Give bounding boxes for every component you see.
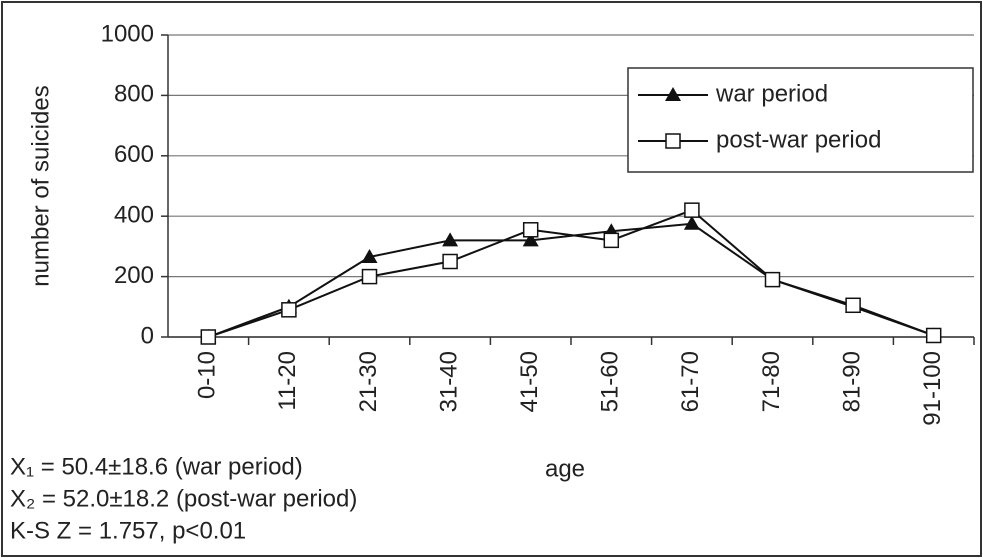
- marker: [684, 202, 700, 218]
- x-tick-label: 0-10: [194, 351, 221, 399]
- x-axis-label: age: [545, 455, 585, 482]
- x-tick-label: 41-50: [516, 351, 543, 412]
- marker: [845, 297, 861, 314]
- legend-label: war period: [715, 80, 828, 107]
- y-tick-label: 400: [114, 202, 154, 229]
- y-tick-label: 1000: [101, 20, 154, 47]
- series-line: [207, 209, 935, 338]
- marker: [361, 248, 378, 263]
- marker: [442, 253, 458, 270]
- x-tick-label: 91-100: [919, 351, 946, 426]
- x-tick-label: 11-20: [274, 351, 301, 411]
- x-tick-label: 51-60: [597, 351, 624, 412]
- marker: [522, 232, 539, 247]
- y-tick-label: 200: [114, 262, 154, 289]
- marker: [522, 222, 539, 238]
- annotation: X₁ = 50.4±18.6 (war period): [10, 453, 303, 480]
- legend-marker: [665, 133, 681, 149]
- y-tick-label: 0: [141, 322, 154, 349]
- series-line: [207, 222, 935, 338]
- marker: [603, 232, 620, 249]
- x-tick-label: 21-30: [355, 351, 382, 412]
- x-tick-label: 61-70: [677, 351, 704, 412]
- x-tick-label: 71-80: [758, 351, 785, 412]
- marker: [683, 215, 700, 230]
- marker: [361, 268, 378, 285]
- legend-marker: [665, 87, 681, 101]
- x-tick-label: 81-90: [838, 351, 865, 412]
- marker: [442, 232, 459, 247]
- legend-label: post-war period: [716, 126, 881, 153]
- marker: [764, 271, 781, 288]
- annotation: K-S Z = 1.757, p<0.01: [10, 517, 246, 544]
- legend-box: [627, 67, 974, 173]
- x-tick-label: 31-40: [435, 351, 462, 412]
- marker: [281, 302, 297, 318]
- marker: [200, 329, 217, 345]
- y-axis-label: number of suicides: [27, 85, 54, 286]
- y-tick-label: 800: [114, 81, 154, 108]
- annotation: X₂ = 52.0±18.2 (post-war period): [10, 485, 357, 512]
- marker: [925, 327, 942, 344]
- y-tick-label: 600: [114, 141, 154, 168]
